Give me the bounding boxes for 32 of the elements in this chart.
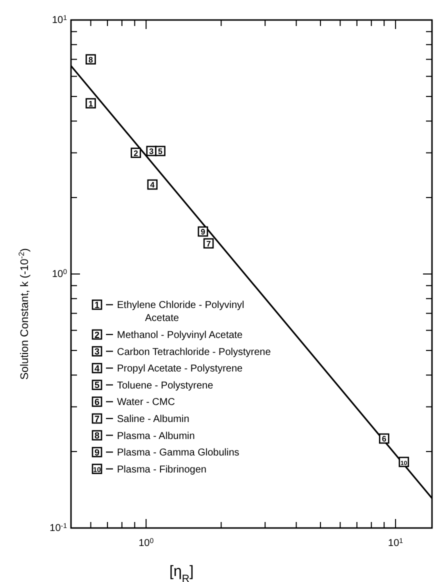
legend-label: Toluene - Polystyrene (117, 380, 214, 392)
text: 3 (94, 346, 100, 357)
legend-label: Plasma - Gamma Globulins (117, 448, 240, 459)
annotation: 9 (200, 228, 206, 236)
annotation: 2 (134, 148, 139, 158)
text: 4 (94, 363, 100, 374)
annotation: 3 (149, 146, 154, 156)
legend-label: Ethylene Chloride - Polyvinyl Acetate (117, 300, 244, 324)
legend-label: Carbon Tetrachloride - Polystyrene (117, 346, 272, 358)
text: 2 (94, 330, 100, 340)
y-tick-label: 10$^{-1}$ (50, 522, 68, 534)
text: 9 (94, 447, 100, 458)
y-tick-label: 10$^{0}$ (52, 268, 68, 280)
text: 1 (94, 300, 100, 310)
text: 5 (94, 380, 100, 390)
annotation: 7 (206, 239, 212, 248)
annotation: 8 (88, 55, 94, 64)
text: 7 (94, 414, 100, 424)
legend-label: Propyl Acetate - Polystyrene (117, 364, 244, 375)
y-tick-label: 10$^{1}$ (52, 14, 68, 26)
annotation: 6 (382, 434, 387, 444)
annotation: 4 (150, 180, 156, 190)
annotation: 5 (158, 146, 164, 156)
legend-label: Plasma - Albumin (117, 430, 195, 442)
legend-label: Plasma - Fibrinogen (117, 464, 206, 476)
x-axis-title: [η$_{R}$] (169, 563, 194, 582)
legend-label: Saline - Albumin (117, 414, 190, 425)
legend-label: Water - CMC (117, 397, 175, 408)
annotation: 1 (88, 99, 94, 108)
text: 8 (94, 430, 100, 441)
text: 6 (94, 397, 100, 407)
legend-label: Methanol - Polyvinyl Acetate (117, 330, 244, 341)
